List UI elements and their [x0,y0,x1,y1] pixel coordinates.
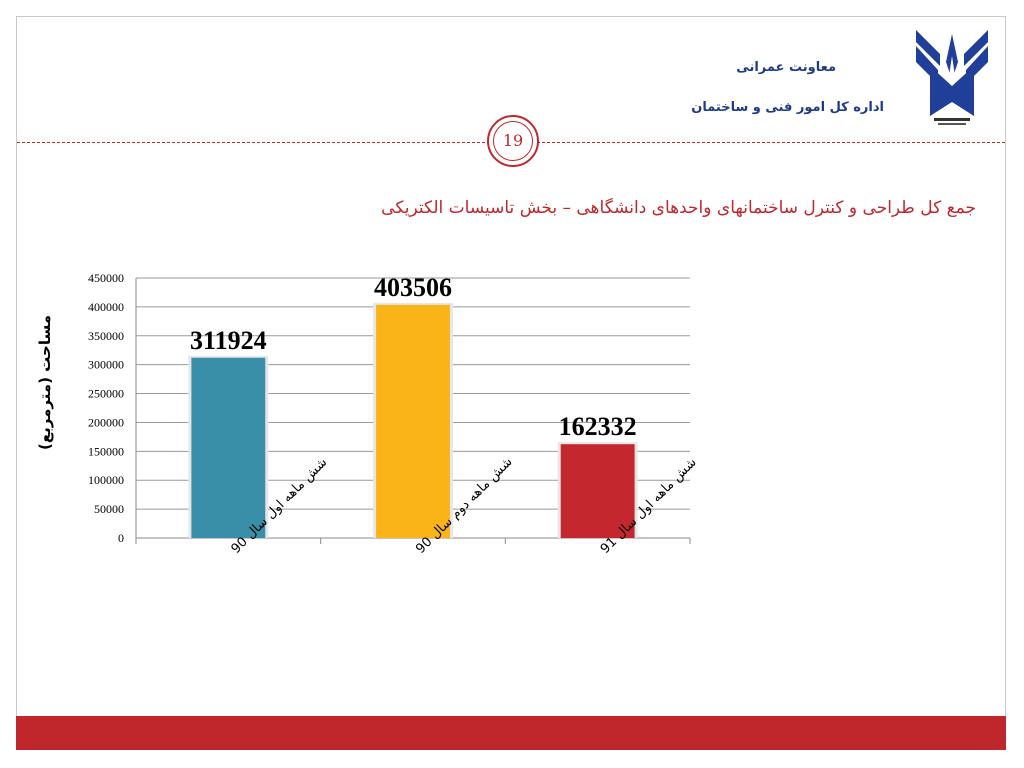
y-tick-label: 150000 [88,444,124,458]
y-tick-label: 100000 [88,473,124,487]
y-tick-label: 0 [118,531,124,545]
footer-band [16,716,1006,750]
page-number: 19 [493,121,533,161]
page-number-badge: 19 [487,115,539,167]
data-label: 162332 [559,412,637,441]
y-tick-label: 400000 [88,300,124,314]
y-tick-label: 250000 [88,387,124,401]
data-label: 311924 [190,326,267,355]
header-office: اداره کل امور فنی و ساختمان [691,100,884,115]
bar [560,444,635,538]
header-department: معاونت عمرانی [736,60,836,75]
university-logo [916,30,988,125]
bar [376,304,450,538]
y-tick-label: 350000 [88,329,124,343]
chart-title: جمع کل طراحی و کنترل ساختمانهای واحدهای … [381,198,976,218]
data-label: 403506 [374,273,452,302]
y-tick-label: 50000 [94,502,124,516]
y-axis-label: مساحت (مترمربع) [36,314,54,450]
y-tick-label: 300000 [88,358,124,372]
bar [191,357,266,538]
y-tick-label: 200000 [88,415,124,429]
y-tick-label: 450000 [88,271,124,285]
